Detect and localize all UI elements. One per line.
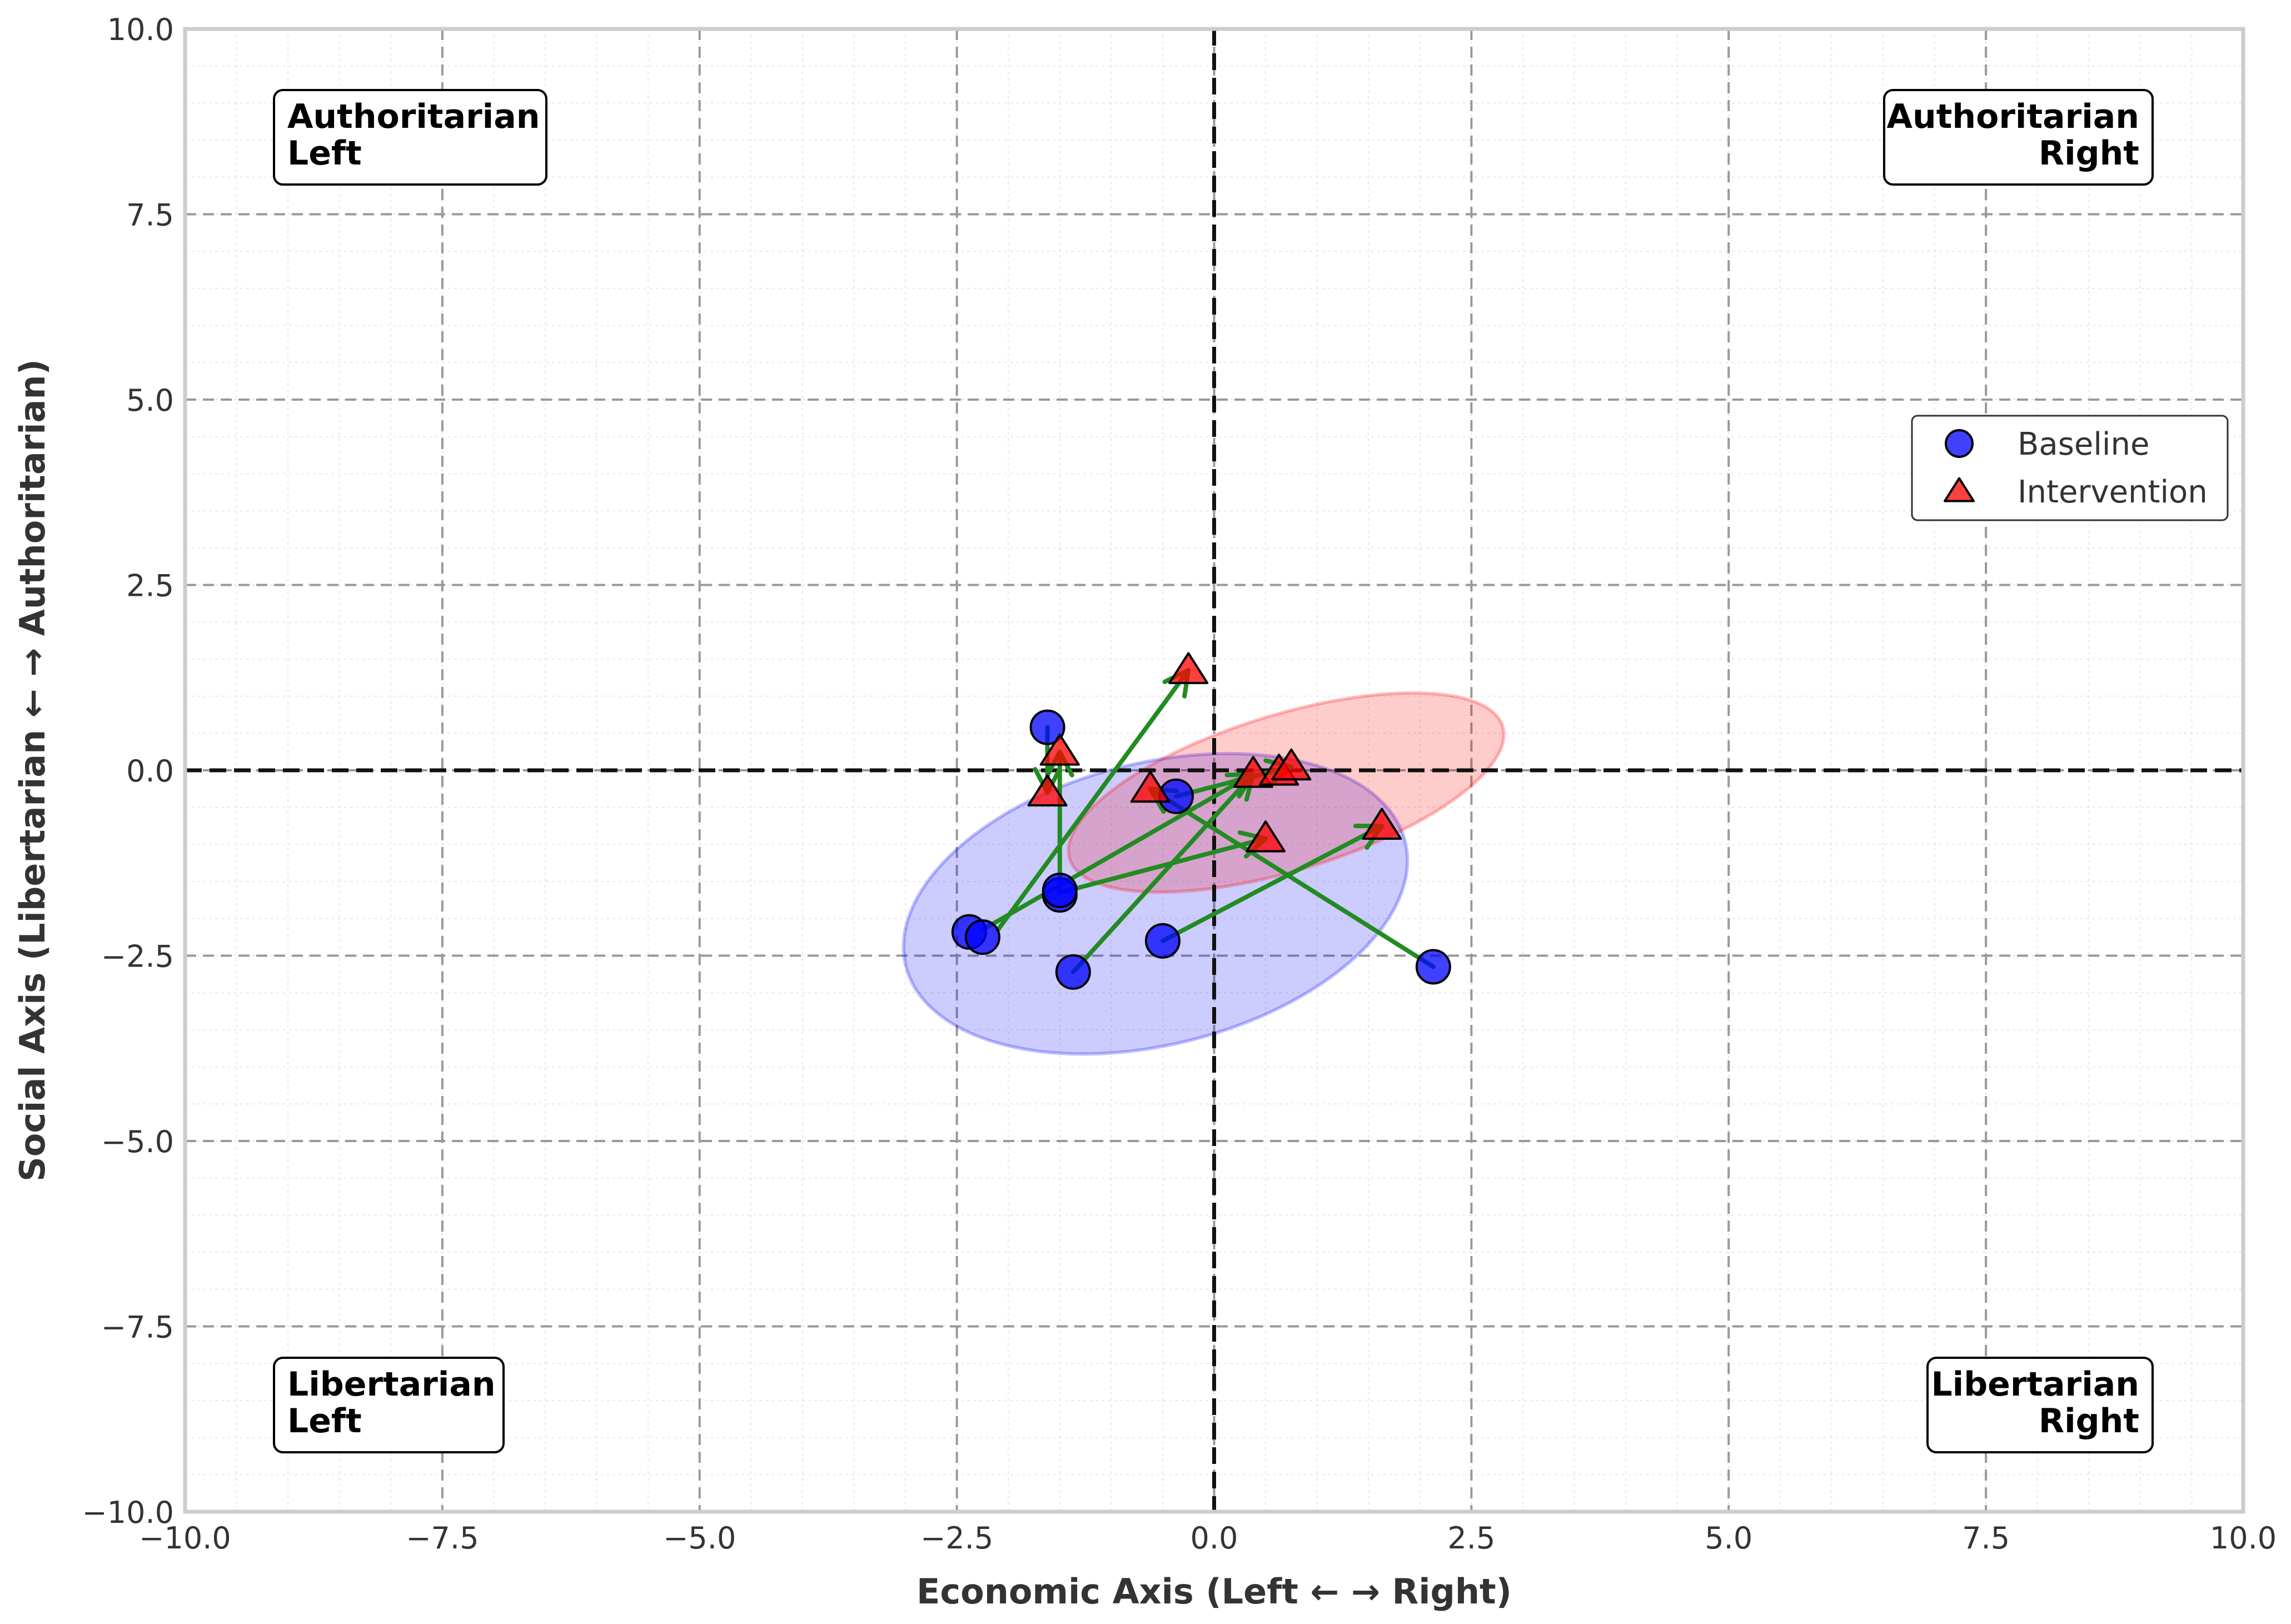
intervention-point [1168,652,1209,684]
y-tick-label: 0.0 [126,754,174,789]
x-tick-label: 2.5 [1447,1521,1495,1556]
x-axis-label: Economic Axis (Left ← → Right) [917,1571,1512,1612]
baseline-point [964,919,1000,955]
quadrant-label-text: Authoritarian [1887,97,2139,136]
y-tick-label: 5.0 [126,383,174,418]
x-tick-label: −2.5 [920,1521,993,1556]
legend-marker-intervention [1944,477,1975,502]
y-tick-label: −10.0 [82,1495,174,1530]
baseline-confidence-ellipse [902,751,1410,1056]
y-tick-label: −7.5 [101,1310,174,1345]
quadrant-label-text: Libertarian [1931,1365,2139,1404]
y-tick-label: 10.0 [107,12,174,47]
intervention-point [1027,774,1068,806]
baseline-point [1415,949,1451,985]
data-points [951,652,1451,990]
x-tick-label: −7.5 [406,1521,479,1556]
zero-lines [185,29,2243,1512]
legend-label: Intervention [2018,474,2208,510]
shift-arrow-shaft [995,667,1191,932]
shift-arrow-shaft [1160,824,1384,943]
intervention-confidence-ellipse [1067,691,1506,894]
legend-label: Baseline [2018,426,2149,462]
intervention-point [1130,770,1171,803]
plot-frame [183,27,2245,1514]
intervention-point [1362,808,1402,840]
baseline-point [1144,923,1181,959]
quadrant-label-box [273,1357,505,1453]
x-tick-label: 7.5 [1962,1521,2010,1556]
shift-arrow-shaft [1070,771,1256,974]
x-tick-label: 0.0 [1191,1521,1238,1556]
quadrant-label-box [273,89,547,186]
baseline-point [1055,954,1091,990]
quadrant-label-text: Right [2039,134,2139,173]
quadrant-label-box [1883,89,2154,186]
intervention-point [1271,748,1312,781]
shift-arrow-shaft [980,771,1256,932]
y-tick-label: −2.5 [101,939,174,974]
x-tick-label: 10.0 [2210,1521,2277,1556]
y-axis-label: Social Axis (Libertarian ← → Authoritari… [12,359,53,1182]
shift-arrow-shaft [1148,786,1436,969]
legend-box [1911,415,2229,521]
baseline-point [1042,873,1078,909]
quadrant-label-text: Left [287,1402,362,1441]
y-tick-label: −5.0 [101,1124,174,1159]
quadrant-labels: AuthoritarianLeftAuthoritarianRightLiber… [273,89,2154,1453]
axis-ticks: −10.0 −7.5 −5.0 −2.5 0.0 2.5 5.0 7.5 10.0 −10.0 −7… [82,12,2277,1556]
intervention-point [1039,734,1080,766]
quadrant-label-text: Left [287,134,362,173]
y-tick-label: 7.5 [126,198,174,233]
x-tick-label: −5.0 [663,1521,736,1556]
quadrant-label-text: Libertarian [287,1365,496,1404]
baseline-point [1029,709,1065,745]
shift-arrow-shaft [1057,836,1268,895]
legend: Baseline Intervention [1911,415,2229,521]
x-tick-label: −10.0 [139,1521,231,1556]
quadrant-label-box [1926,1357,2154,1453]
intervention-point [1246,820,1286,853]
confidence-ellipses [902,691,1506,1056]
y-tick-label: 2.5 [126,569,174,604]
legend-marker-baseline [1945,429,1974,458]
quadrant-label-text: Authoritarian [287,97,540,136]
quadrant-label-text: Right [2039,1402,2139,1441]
x-tick-label: 5.0 [1705,1521,1752,1556]
